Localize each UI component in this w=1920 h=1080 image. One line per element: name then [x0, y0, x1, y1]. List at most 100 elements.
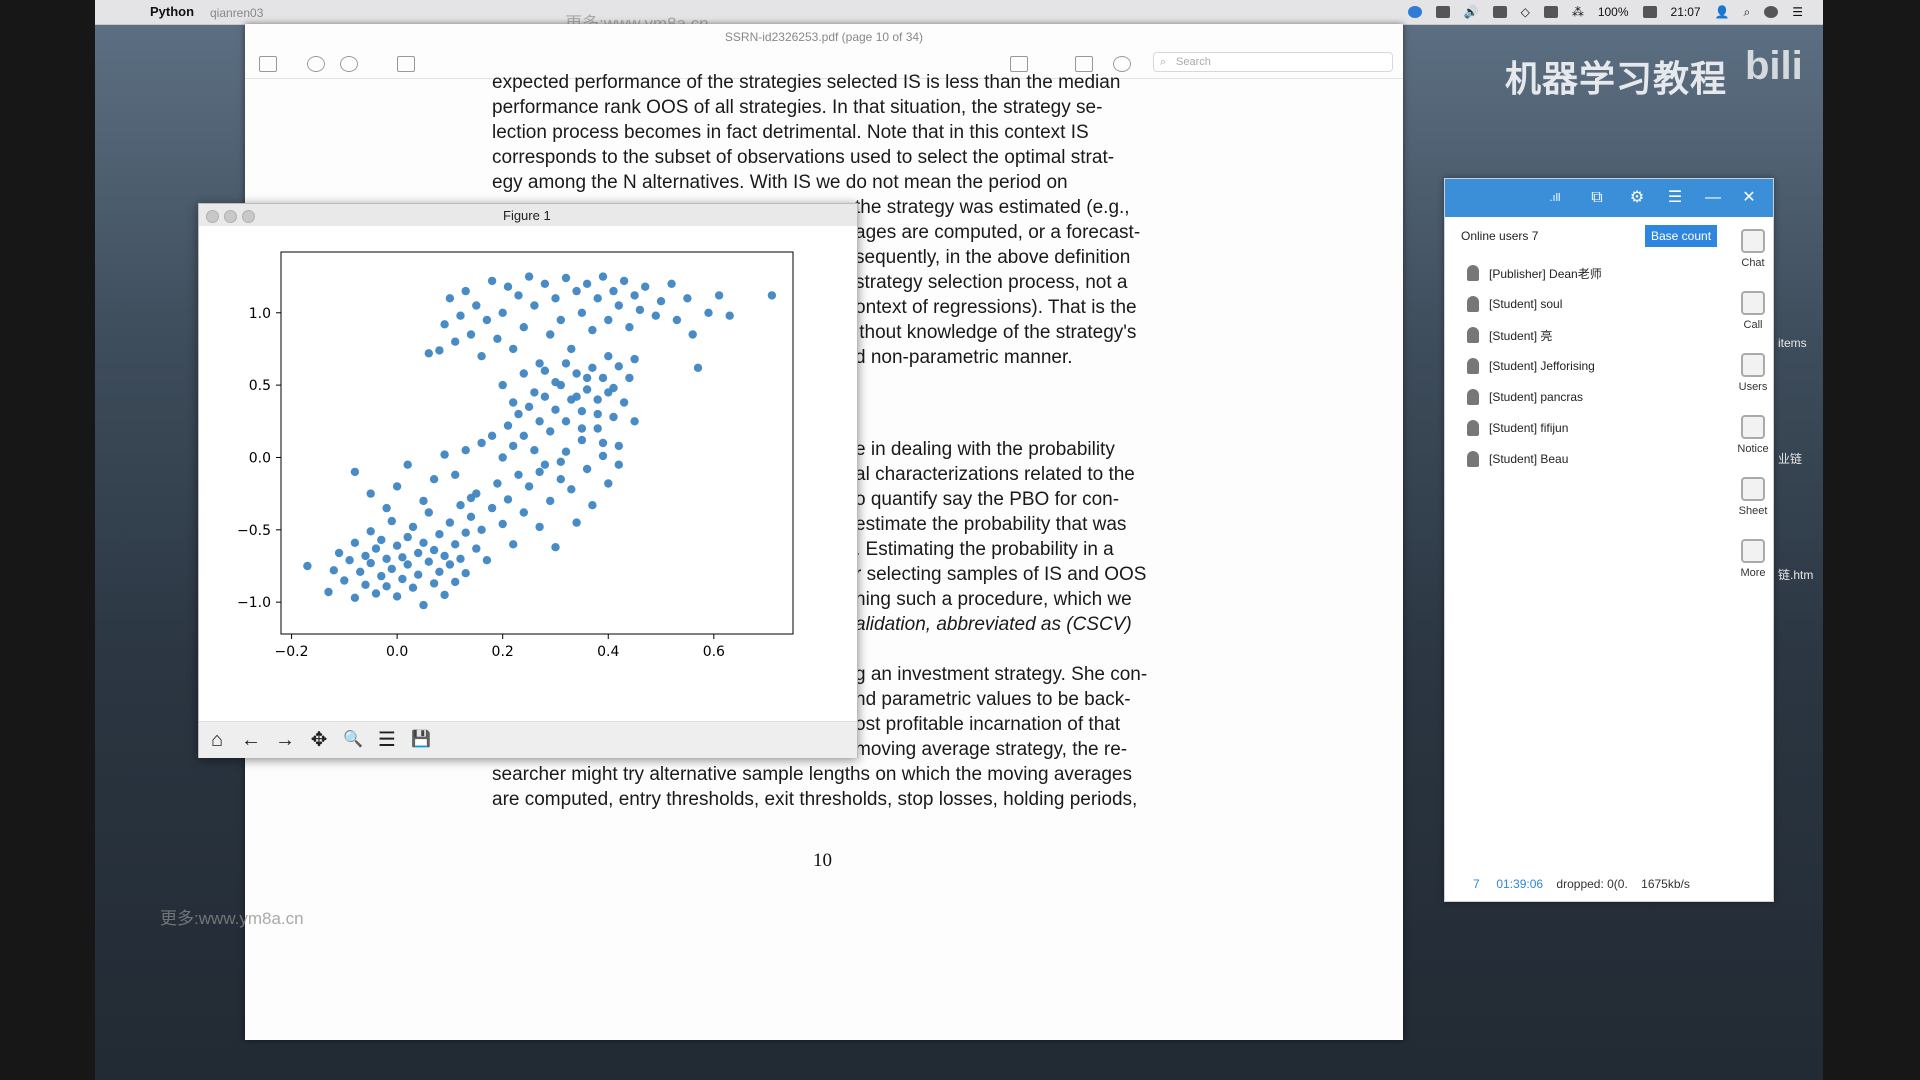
side-button-more[interactable]: More	[1735, 539, 1771, 579]
battery-label[interactable]: 100%	[1597, 5, 1629, 19]
popout-icon[interactable]: ⧉	[1591, 189, 1603, 206]
base-count-button[interactable]: Base count	[1645, 225, 1718, 247]
rotate-icon[interactable]	[1075, 56, 1093, 72]
scatter-point	[577, 407, 587, 416]
notice-icon	[1741, 415, 1765, 439]
siri-icon[interactable]	[1764, 6, 1779, 18]
user-list-item[interactable]: [Student] fifijun	[1467, 418, 1568, 438]
user-list-item[interactable]: [Student] pancras	[1467, 387, 1583, 407]
scatter-point	[614, 441, 623, 451]
sidebar-toggle-icon[interactable]	[259, 56, 277, 72]
markup-icon[interactable]	[1010, 56, 1028, 72]
home-icon[interactable]: ⌂	[210, 729, 224, 751]
notification-center-icon[interactable]: ☰	[1792, 5, 1803, 19]
volume-icon[interactable]: 🔊	[1463, 5, 1479, 19]
scatter-point	[350, 467, 360, 477]
close-window-button[interactable]	[206, 210, 219, 223]
scatter-point	[493, 334, 502, 343]
user-list-item[interactable]: [Student] soul	[1467, 294, 1562, 314]
pan-icon[interactable]: ✥	[310, 729, 328, 751]
scatter-plot[interactable]: −0.2 0.0 0.2 0.4 0.6 1.0 0.5 0.0 −0.5 −1.0	[199, 226, 857, 721]
minimize-window-button[interactable]	[224, 210, 237, 223]
annotate-icon[interactable]	[1113, 56, 1131, 72]
sync-icon[interactable]	[1407, 6, 1422, 18]
save-icon[interactable]: 💾	[411, 731, 431, 748]
back-icon[interactable]: ←	[241, 729, 261, 751]
scatter-point	[324, 587, 333, 597]
side-button-notice[interactable]: Notice	[1735, 415, 1771, 455]
zoom-out-icon[interactable]	[307, 56, 325, 72]
close-icon[interactable]: ✕	[1742, 189, 1756, 206]
configure-icon[interactable]: ☰	[378, 729, 396, 751]
forward-icon[interactable]: →	[275, 729, 295, 751]
user-list-item[interactable]: [Student] Beau	[1467, 449, 1568, 469]
user-name: [Student] Beau	[1489, 452, 1569, 466]
zoom-in-icon[interactable]	[340, 56, 358, 72]
user-name: [Student] soul	[1489, 297, 1563, 311]
wifi-icon[interactable]: ◇	[1520, 5, 1530, 19]
zoom-window-button[interactable]	[242, 210, 255, 223]
scatter-point	[588, 501, 597, 510]
pdf-text-line: ithout knowledge of the strategy's	[855, 322, 1137, 343]
input-method-icon[interactable]	[1543, 6, 1558, 18]
side-button-chat[interactable]: Chat	[1735, 229, 1771, 269]
scatter-point	[445, 518, 455, 527]
scatter-point	[588, 325, 597, 335]
share-icon[interactable]	[397, 56, 415, 72]
scatter-point	[683, 294, 692, 303]
scatter-point	[693, 363, 703, 372]
status-count: 7	[1473, 877, 1480, 891]
side-button-call[interactable]: Call	[1735, 291, 1771, 331]
scatter-point	[524, 272, 534, 281]
channel-logo: 机器学习教程	[1505, 58, 1728, 99]
matplotlib-figure-window[interactable]: Figure 1 −0.2 0.0 0.2 0.4 0.6 1.0 0.5 0.0 −0.5 −1…	[198, 203, 858, 758]
avatar-icon	[1467, 296, 1479, 312]
desktop-label[interactable]: items	[1778, 336, 1807, 350]
scatter-point	[598, 438, 608, 448]
minimize-icon[interactable]: —	[1705, 189, 1721, 206]
scatter-point	[419, 538, 428, 547]
scatter-point	[424, 557, 433, 566]
scatter-point	[472, 544, 481, 553]
spotlight-icon[interactable]: ⌕	[1743, 4, 1751, 19]
side-button-label: More	[1740, 567, 1766, 579]
figure-titlebar[interactable]: Figure 1	[199, 204, 857, 227]
desktop-label[interactable]: 业链	[1778, 452, 1803, 466]
scatter-point	[392, 482, 402, 491]
scatter-point	[609, 412, 618, 422]
side-button-sheet[interactable]: Sheet	[1735, 477, 1771, 517]
desktop-label[interactable]: 链.htm	[1778, 568, 1814, 582]
shield-icon[interactable]	[1435, 6, 1450, 18]
user-list-item[interactable]: [Student] Jefforising	[1467, 356, 1595, 376]
zoom-icon[interactable]: 🔍	[343, 731, 363, 748]
scatter-point	[540, 392, 550, 401]
scatter-point	[356, 567, 365, 576]
user-list-item[interactable]: [Student] 亮	[1467, 325, 1552, 345]
scatter-point	[519, 369, 528, 378]
user-list-item[interactable]: [Publisher] Dean老师	[1467, 263, 1602, 283]
y-tick-label: −1.0	[237, 595, 271, 611]
figure-canvas[interactable]: −0.2 0.0 0.2 0.4 0.6 1.0 0.5 0.0 −0.5 −1.0	[199, 226, 857, 721]
display-icon[interactable]	[1492, 6, 1507, 18]
side-button-users[interactable]: Users	[1735, 353, 1771, 393]
scatter-point	[377, 571, 386, 581]
bluetooth-icon[interactable]: ⁂	[1571, 5, 1584, 19]
scatter-point	[582, 464, 592, 474]
scatter-point	[440, 551, 449, 561]
clock[interactable]: 21:07	[1670, 5, 1701, 19]
app-name-menu[interactable]: Python	[150, 4, 195, 19]
pdf-search-input[interactable]: Search	[1153, 52, 1393, 72]
gear-icon[interactable]: ⚙	[1629, 189, 1645, 206]
scatter-point	[546, 427, 555, 436]
scatter-point	[572, 518, 581, 527]
user-name: [Student] pancras	[1489, 390, 1584, 404]
user-icon[interactable]: 👤	[1714, 5, 1730, 19]
pdf-text-line: strategy selection process, not a	[855, 272, 1128, 293]
menu-icon[interactable]: ☰	[1667, 189, 1683, 206]
scatter-point	[540, 460, 550, 469]
battery-icon[interactable]	[1642, 6, 1657, 18]
pdf-text-line: ost profitable incarnation of that	[855, 714, 1121, 735]
scatter-point	[451, 337, 460, 346]
scatter-point	[493, 479, 502, 488]
scatter-point	[472, 301, 481, 310]
